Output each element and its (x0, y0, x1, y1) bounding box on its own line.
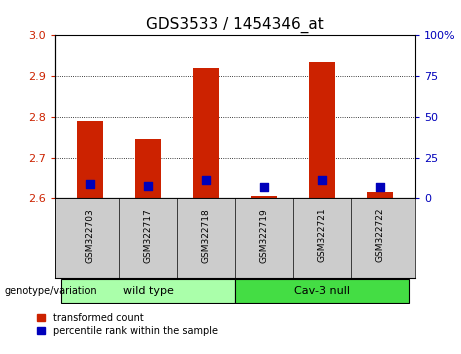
Legend: transformed count, percentile rank within the sample: transformed count, percentile rank withi… (37, 313, 218, 336)
Bar (367, 192, 393, 198)
Text: GSM322717: GSM322717 (144, 208, 153, 263)
Text: wild type: wild type (123, 286, 173, 296)
Bar (193, 68, 219, 198)
Bar (135, 139, 161, 198)
Bar (77, 121, 103, 198)
Text: genotype/variation: genotype/variation (5, 286, 97, 296)
Point (260, 184, 268, 190)
Bar (61, 279, 235, 303)
Point (319, 177, 326, 183)
Text: GSM322721: GSM322721 (318, 208, 326, 262)
Title: GDS3533 / 1454346_at: GDS3533 / 1454346_at (146, 16, 324, 33)
Point (377, 184, 384, 190)
Point (202, 177, 210, 183)
Text: GSM322719: GSM322719 (260, 208, 269, 263)
Text: GSM322718: GSM322718 (201, 208, 211, 263)
Text: GSM322722: GSM322722 (376, 208, 384, 262)
Bar (235, 279, 409, 303)
Point (86, 181, 94, 187)
Bar (251, 196, 277, 198)
Bar (55, 198, 415, 278)
Bar (309, 62, 335, 198)
Text: Cav-3 null: Cav-3 null (294, 286, 350, 296)
Point (144, 183, 152, 189)
Text: GSM322703: GSM322703 (86, 208, 95, 263)
